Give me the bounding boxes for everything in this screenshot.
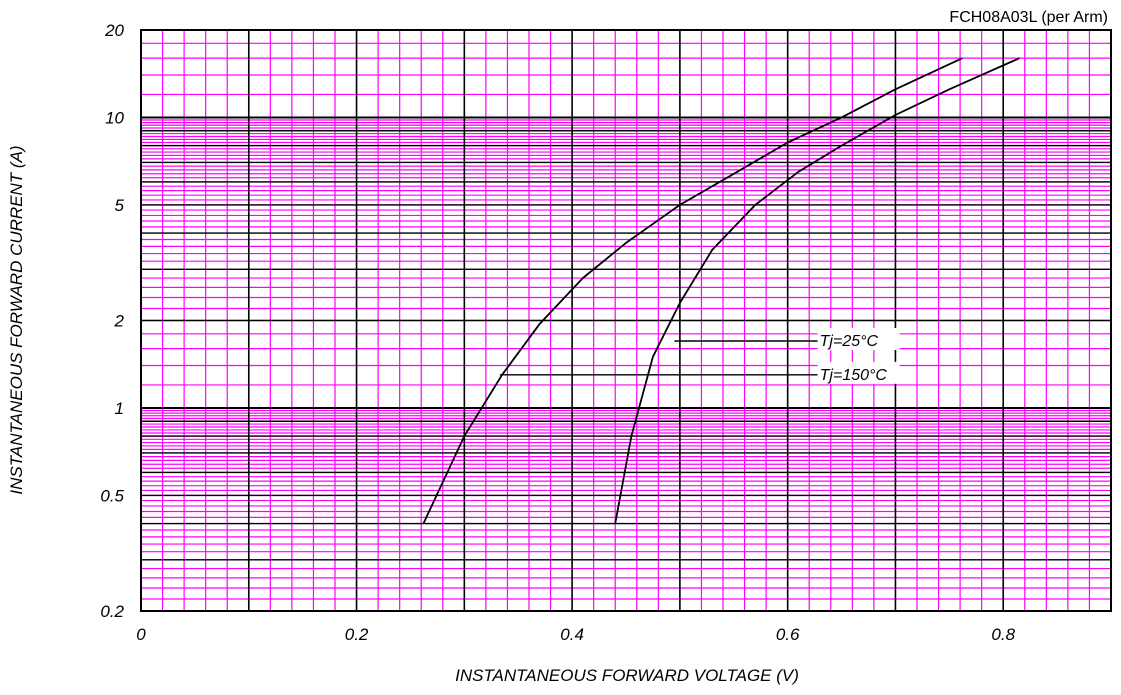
y-tick-label: 1 <box>115 399 124 418</box>
x-tick-label: 0.6 <box>776 625 800 644</box>
x-tick-label: 0.2 <box>345 625 369 644</box>
major-grid <box>141 30 1111 611</box>
y-tick-label: 20 <box>104 21 124 40</box>
y-tick-labels: 0.2 0.5 1 2 5 10 20 <box>100 21 124 621</box>
x-tick-label: 0.8 <box>991 625 1015 644</box>
y-tick-label: 0.5 <box>100 486 124 505</box>
y-tick-label: 5 <box>115 196 125 215</box>
x-tick-label: 0.4 <box>560 625 584 644</box>
plot-frame <box>140 29 1112 612</box>
annotation-label-0: Tj=25°C <box>820 333 879 350</box>
annotation-label-1: Tj=150°C <box>820 367 888 384</box>
series-line-tj-25c <box>614 57 1020 524</box>
y-tick-label: 0.2 <box>100 602 124 621</box>
annotation-label-bg-1 <box>817 361 900 384</box>
annotation-label-bg-0 <box>817 328 900 351</box>
series-line-tj-150c <box>422 57 963 524</box>
y-axis-title: INSTANTANEOUS FORWARD CURRENT (A) <box>7 145 26 494</box>
annotations: Tj=25°C Tj=150°C <box>499 328 900 384</box>
y-tick-label: 10 <box>105 108 124 127</box>
y-tick-label: 2 <box>114 312 125 331</box>
chart-title: FCH08A03L (per Arm) <box>949 9 1108 26</box>
x-tick-labels: 0 0.2 0.4 0.6 0.8 <box>136 625 1015 644</box>
x-tick-label: 0 <box>136 625 146 644</box>
x-axis-title: INSTANTANEOUS FORWARD VOLTAGE (V) <box>455 666 799 685</box>
curves <box>422 57 1020 524</box>
